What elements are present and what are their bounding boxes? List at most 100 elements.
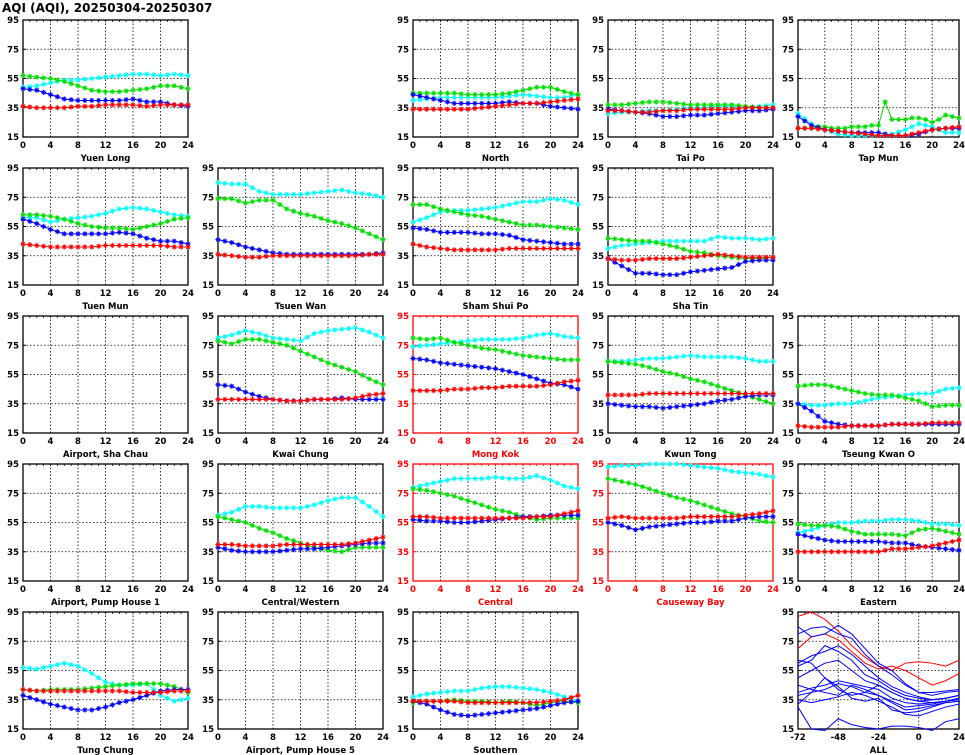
data-point-marker	[896, 421, 902, 427]
data-point-marker	[605, 515, 611, 521]
data-point-marker	[185, 86, 191, 92]
data-point-marker	[352, 395, 359, 401]
data-point-marker	[417, 217, 423, 223]
data-point-marker	[242, 543, 249, 549]
data-point-marker	[506, 700, 512, 706]
data-point-marker	[444, 99, 450, 105]
data-point-marker	[722, 514, 728, 520]
data-point-marker	[619, 108, 625, 114]
data-point-marker	[373, 193, 379, 199]
all-series-line-blue	[797, 659, 960, 702]
data-point-marker	[575, 91, 581, 98]
data-point-marker	[424, 201, 430, 208]
data-point-marker	[130, 689, 136, 696]
data-point-marker	[902, 516, 908, 523]
data-point-marker	[681, 101, 687, 107]
data-point-marker	[249, 543, 255, 549]
data-point-marker	[561, 245, 567, 252]
y-tick-label: 75	[7, 193, 19, 203]
data-point-marker	[54, 215, 60, 221]
data-point-marker	[763, 358, 769, 364]
data-point-marker	[708, 465, 714, 471]
data-point-marker	[756, 511, 762, 517]
data-point-marker	[366, 376, 372, 382]
data-point-marker	[909, 517, 915, 523]
data-point-marker	[660, 461, 666, 467]
x-tick-label: 4	[243, 733, 249, 743]
data-point-marker	[808, 534, 815, 540]
y-tick-label: 35	[7, 104, 19, 114]
data-point-marker	[346, 366, 352, 372]
data-point-marker	[27, 86, 33, 93]
data-point-marker	[458, 386, 464, 392]
data-point-marker	[916, 390, 922, 397]
data-point-marker	[660, 522, 666, 529]
data-point-marker	[171, 83, 177, 89]
data-point-marker	[185, 241, 191, 247]
data-point-marker	[708, 519, 714, 525]
data-point-marker	[27, 694, 33, 701]
data-point-marker	[185, 102, 191, 108]
y-tick-label: 75	[397, 637, 409, 647]
data-point-marker	[674, 256, 680, 262]
data-point-marker	[722, 385, 728, 391]
data-point-marker	[424, 698, 430, 704]
data-point-marker	[151, 681, 157, 687]
data-point-marker	[770, 102, 776, 108]
data-point-marker	[842, 386, 848, 392]
data-point-marker	[815, 535, 821, 542]
data-point-marker	[249, 336, 255, 342]
data-point-marker	[109, 230, 115, 236]
x-tick-label: 8	[75, 733, 81, 743]
data-point-marker	[256, 254, 262, 260]
data-point-marker	[236, 338, 242, 345]
x-tick-label: 12	[685, 141, 697, 151]
data-point-marker	[249, 549, 255, 555]
x-tick-label: 24	[182, 141, 194, 151]
y-tick-label: 75	[782, 341, 794, 351]
data-point-marker	[902, 392, 908, 398]
data-point-marker	[366, 537, 372, 543]
data-point-marker	[270, 197, 276, 203]
data-point-marker	[479, 91, 485, 98]
y-tick-label: 75	[592, 489, 604, 499]
data-point-marker	[277, 191, 283, 197]
data-point-marker	[763, 257, 769, 263]
data-point-marker	[708, 354, 714, 360]
x-tick-label: 8	[660, 437, 666, 447]
data-point-marker	[849, 401, 855, 407]
data-point-marker	[561, 694, 567, 700]
data-point-marker	[561, 515, 567, 521]
data-point-marker	[41, 105, 47, 111]
data-point-marker	[513, 336, 519, 342]
data-point-marker	[513, 234, 519, 241]
data-point-marker	[708, 111, 714, 117]
data-point-marker	[681, 113, 687, 119]
data-point-marker	[770, 358, 776, 364]
data-point-marker	[270, 250, 276, 256]
data-point-marker	[632, 392, 639, 398]
data-point-marker	[451, 688, 457, 694]
y-tick-label: 55	[592, 519, 604, 529]
data-point-marker	[835, 549, 841, 555]
data-point-marker	[956, 420, 962, 426]
data-point-marker	[736, 105, 742, 112]
data-point-marker	[311, 190, 317, 196]
data-point-marker	[61, 231, 67, 237]
data-point-marker	[116, 102, 122, 108]
data-point-marker	[561, 333, 567, 340]
data-point-marker	[909, 421, 915, 427]
data-point-marker	[492, 515, 499, 521]
all-series-line-blue	[797, 626, 960, 696]
data-point-marker	[123, 242, 129, 249]
data-point-marker	[605, 476, 611, 482]
data-point-marker	[513, 708, 519, 714]
data-point-marker	[270, 549, 276, 555]
data-point-marker	[486, 100, 492, 106]
data-point-marker	[929, 404, 935, 410]
data-point-marker	[605, 519, 611, 526]
data-point-marker	[722, 397, 728, 403]
data-point-marker	[506, 219, 512, 225]
data-point-marker	[82, 707, 88, 713]
